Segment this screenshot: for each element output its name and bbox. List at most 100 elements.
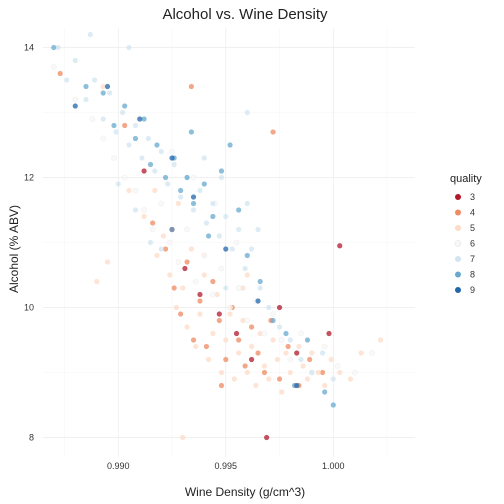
data-point <box>180 285 186 291</box>
data-point <box>111 155 117 161</box>
data-point <box>244 109 250 116</box>
data-point <box>193 343 199 350</box>
data-points <box>50 31 384 441</box>
x-tick-labels: 0.990 0.995 1.000 <box>107 461 345 471</box>
legend-key <box>455 271 461 278</box>
data-point <box>147 239 154 246</box>
data-point <box>330 376 336 382</box>
data-point <box>244 200 250 207</box>
data-point <box>276 376 283 382</box>
x-tick-label: 0.990 <box>107 461 130 471</box>
data-point <box>169 155 175 161</box>
series-quality-6 <box>50 64 375 376</box>
data-point <box>55 44 61 51</box>
data-point <box>351 369 358 376</box>
data-point <box>167 239 173 246</box>
data-point <box>72 96 79 103</box>
data-point <box>319 369 326 376</box>
data-point <box>201 272 207 278</box>
data-point <box>175 200 182 207</box>
data-point <box>152 168 158 174</box>
legend-label: 6 <box>470 239 475 249</box>
data-point <box>72 103 78 109</box>
data-point <box>264 434 270 441</box>
y-tick-label: 14 <box>24 43 34 53</box>
data-point <box>285 343 291 350</box>
data-point <box>248 356 255 363</box>
data-point <box>132 135 139 142</box>
data-point <box>188 129 194 135</box>
data-point <box>210 200 216 207</box>
data-point <box>100 135 107 142</box>
data-point <box>223 246 229 252</box>
data-point <box>227 142 233 148</box>
data-point <box>154 252 160 259</box>
data-point <box>162 174 169 181</box>
data-point <box>104 259 111 265</box>
data-point <box>257 285 263 291</box>
data-point <box>210 291 216 298</box>
data-point <box>358 350 364 356</box>
data-point <box>279 389 285 395</box>
data-point <box>190 200 197 207</box>
data-point <box>244 272 250 278</box>
data-point <box>51 44 57 51</box>
data-point <box>205 233 212 239</box>
data-point <box>188 83 194 90</box>
data-point <box>294 350 300 356</box>
legend-label: 9 <box>470 285 475 295</box>
data-point <box>257 278 263 285</box>
data-point <box>210 330 216 337</box>
data-point <box>283 350 289 356</box>
data-point <box>242 265 248 272</box>
data-point <box>218 382 225 389</box>
data-point <box>100 90 106 96</box>
data-point <box>182 265 188 272</box>
data-point <box>216 311 222 317</box>
data-point <box>83 83 89 90</box>
data-point <box>201 252 208 259</box>
data-point <box>87 31 93 38</box>
data-point <box>322 389 328 395</box>
data-point <box>149 226 156 233</box>
data-point <box>223 337 229 343</box>
data-point <box>248 343 255 350</box>
data-point <box>240 285 246 291</box>
data-point <box>276 324 283 330</box>
data-point <box>218 174 225 181</box>
data-point <box>167 272 173 278</box>
data-point <box>113 129 119 135</box>
data-point <box>233 239 240 246</box>
data-point <box>274 356 280 363</box>
data-point <box>158 246 164 252</box>
data-point <box>216 317 222 324</box>
data-point <box>210 278 216 285</box>
data-point <box>236 350 242 356</box>
data-point <box>190 194 197 200</box>
x-tick-label: 1.000 <box>322 461 345 471</box>
data-point <box>214 291 220 298</box>
data-point <box>139 155 145 161</box>
data-point <box>223 285 229 291</box>
data-point <box>235 285 242 291</box>
data-point <box>236 207 242 213</box>
data-point <box>248 324 255 330</box>
data-point <box>203 343 210 350</box>
data-point <box>173 304 179 311</box>
data-point <box>205 356 212 363</box>
legend-label: 7 <box>470 254 475 264</box>
data-point <box>160 233 167 239</box>
data-point <box>169 226 175 233</box>
y-tick-label: 8 <box>29 433 34 443</box>
data-point <box>283 330 289 337</box>
legend-key <box>455 225 461 231</box>
legend-label: 5 <box>470 223 475 233</box>
data-point <box>266 376 272 382</box>
data-point <box>307 356 313 363</box>
data-point <box>231 376 237 382</box>
grid-lines <box>43 28 415 457</box>
data-point <box>304 337 311 343</box>
data-point <box>190 174 197 181</box>
data-point <box>197 187 203 194</box>
data-point <box>197 311 203 317</box>
